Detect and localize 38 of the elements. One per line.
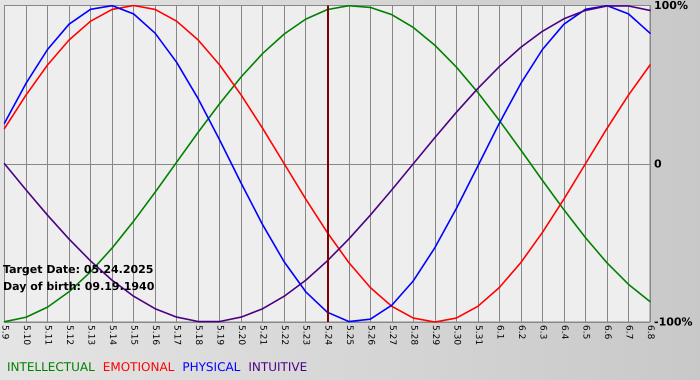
x-tick-label: 5.25 xyxy=(344,325,354,346)
text: INTUITIVE xyxy=(248,360,308,374)
x-tick-label: 5.13 xyxy=(86,325,96,346)
x-tick-label: 6.3 xyxy=(537,325,548,340)
x-tick-label: 5.10 xyxy=(21,325,32,346)
x-tick-label: 5.28 xyxy=(408,325,418,346)
x-tick-label: 6.2 xyxy=(516,325,526,340)
text: INTELLECTUAL xyxy=(7,360,96,374)
x-tick-label: 5.18 xyxy=(193,325,204,346)
x-tick-label: 5.31 xyxy=(472,325,483,346)
x-tick-label: 5.9 xyxy=(0,325,10,340)
x-tick-label: 5.19 xyxy=(214,325,225,346)
text: EMOTIONAL xyxy=(102,360,175,374)
x-tick-label: 5.15 xyxy=(128,325,139,346)
x-tick-label: 6.6 xyxy=(602,325,612,340)
y-tick-label: 100% xyxy=(654,0,688,12)
x-tick-label: 6.5 xyxy=(580,325,590,340)
x-tick-label: 6.7 xyxy=(623,325,634,340)
x-tick-label: 5.17 xyxy=(172,325,182,346)
x-tick-label: 5.20 xyxy=(236,325,246,346)
y-tick-label: 0 xyxy=(654,157,662,170)
x-tick-label: 5.16 xyxy=(150,325,160,346)
x-tick-label: 5.11 xyxy=(42,325,53,346)
x-tick-label: 5.27 xyxy=(386,325,397,346)
x-tick-label: 5.26 xyxy=(365,325,376,346)
x-tick-label: 5.22 xyxy=(279,325,290,346)
x-tick-label: 6.8 xyxy=(645,325,655,340)
x-tick-label: 6.4 xyxy=(558,325,569,340)
text: PHYSICAL xyxy=(182,360,241,374)
x-tick-label: 5.29 xyxy=(430,325,440,346)
x-tick-label: 5.21 xyxy=(258,325,268,346)
x-tick-label: 5.30 xyxy=(451,325,462,346)
x-tick-label: 5.14 xyxy=(107,325,118,346)
x-tick-label: 5.23 xyxy=(300,325,311,346)
y-tick-label: -100% xyxy=(654,316,693,328)
x-tick-label: 6.1 xyxy=(494,325,504,340)
x-tick-label: 5.24 xyxy=(322,325,332,346)
x-tick-label: 5.12 xyxy=(64,325,74,346)
